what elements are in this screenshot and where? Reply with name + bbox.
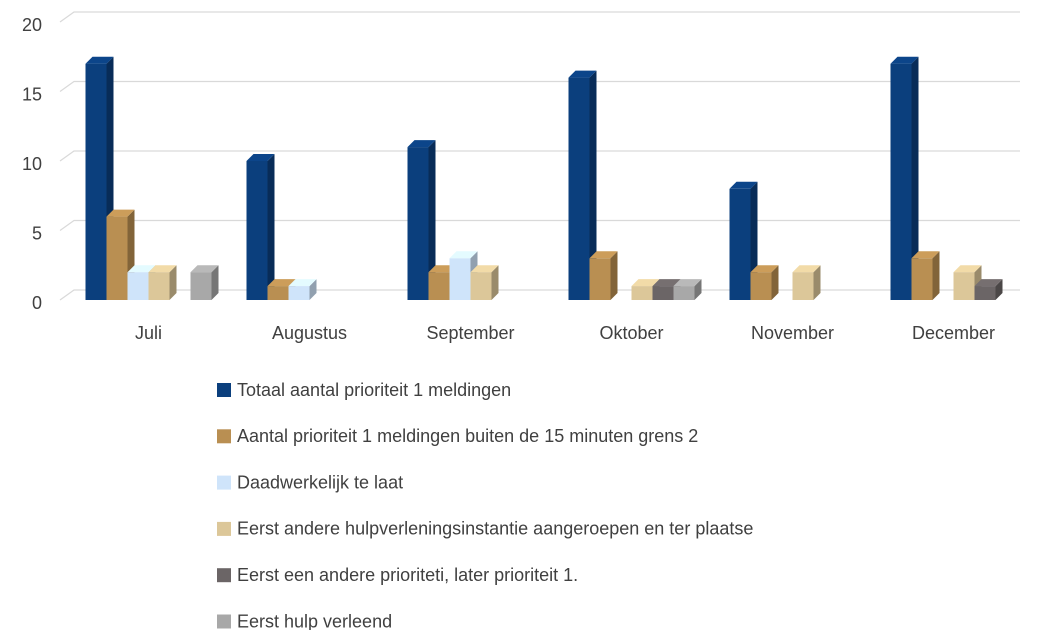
bar-side (911, 56, 919, 301)
bar-top (85, 56, 114, 64)
bar (673, 286, 695, 300)
legend-label: Totaal aantal prioriteit 1 meldingen (237, 380, 511, 400)
bar-side (211, 265, 219, 300)
bar-top (890, 56, 919, 64)
legend-label: Eerst een andere prioriteti, later prior… (237, 565, 578, 585)
bar (568, 77, 590, 300)
x-tick-label: December (912, 323, 995, 343)
bar-side (694, 279, 702, 300)
grid-line (59, 219, 1020, 231)
bar-top (974, 279, 1003, 287)
bar (750, 272, 772, 300)
x-tick-label: Juli (135, 323, 162, 343)
legend-swatch (217, 429, 231, 444)
bar-top (589, 251, 618, 259)
bar-top (288, 279, 317, 287)
bar-side (491, 265, 499, 300)
bar (246, 161, 268, 300)
bar (148, 272, 170, 300)
bar (974, 286, 996, 300)
bar-side (610, 251, 618, 300)
bar (589, 258, 611, 300)
legend-swatch (217, 568, 231, 583)
bar-top (190, 265, 219, 273)
legend-label: Eerst hulp verleend (237, 611, 392, 630)
y-tick-label: 0 (32, 293, 42, 313)
legend-swatch (217, 614, 231, 629)
bar-top (407, 140, 436, 148)
y-tick-label: 5 (32, 223, 42, 243)
x-tick-label: September (426, 323, 514, 343)
bar-side (428, 140, 436, 300)
bar (911, 258, 933, 300)
bar (106, 216, 128, 300)
bar (407, 147, 429, 300)
bar-top (267, 279, 296, 287)
bar-top (127, 265, 156, 273)
bar-top (148, 265, 177, 273)
bar (729, 188, 751, 300)
legend-swatch (217, 475, 231, 490)
bar (470, 272, 492, 300)
bar-top (470, 265, 499, 273)
bar-side (813, 265, 821, 300)
x-tick-label: November (751, 323, 834, 343)
legend-label: Aantal prioriteit 1 meldingen buiten de … (237, 426, 698, 446)
bar-top (673, 279, 702, 287)
bar-top (106, 209, 135, 217)
bar-top (953, 265, 982, 273)
bar-top (911, 251, 940, 259)
grid-line (59, 11, 1020, 23)
legend-label: Eerst andere hulpverleningsinstantie aan… (237, 519, 753, 539)
bar-side (932, 251, 940, 300)
bar-top (792, 265, 821, 273)
bar (267, 286, 289, 300)
bar (449, 258, 471, 300)
bar-top (729, 181, 758, 189)
grid-line (59, 289, 1020, 301)
bar-top (652, 279, 681, 287)
x-tick-label: Oktober (599, 323, 663, 343)
bar (127, 272, 149, 300)
bar-side (309, 279, 317, 300)
y-tick-label: 10 (22, 154, 42, 174)
legend-label: Daadwerkelijk te laat (237, 472, 403, 492)
legend-swatch (217, 383, 231, 397)
bar-side (169, 265, 177, 300)
bar (631, 286, 653, 300)
bar (792, 272, 814, 300)
bar-top (750, 265, 779, 273)
legend-swatch (217, 521, 231, 536)
bar (890, 63, 912, 301)
bar (85, 63, 107, 301)
bar (190, 272, 212, 300)
bar-top (449, 251, 478, 259)
bar-top (568, 70, 597, 78)
y-tick-label: 20 (22, 15, 42, 35)
x-tick-label: Augustus (272, 323, 347, 343)
y-tick-label: 15 (22, 84, 42, 104)
bar (652, 286, 674, 300)
bar-top (246, 154, 275, 161)
bar-side (771, 265, 779, 300)
bar (953, 272, 975, 300)
bar-side (267, 154, 275, 300)
bar-side (589, 70, 597, 300)
bar-top (631, 279, 660, 287)
bar (288, 286, 310, 300)
bar-side (995, 279, 1003, 300)
bar (428, 272, 450, 300)
grid-line (59, 150, 1020, 162)
grid-line (59, 80, 1020, 92)
